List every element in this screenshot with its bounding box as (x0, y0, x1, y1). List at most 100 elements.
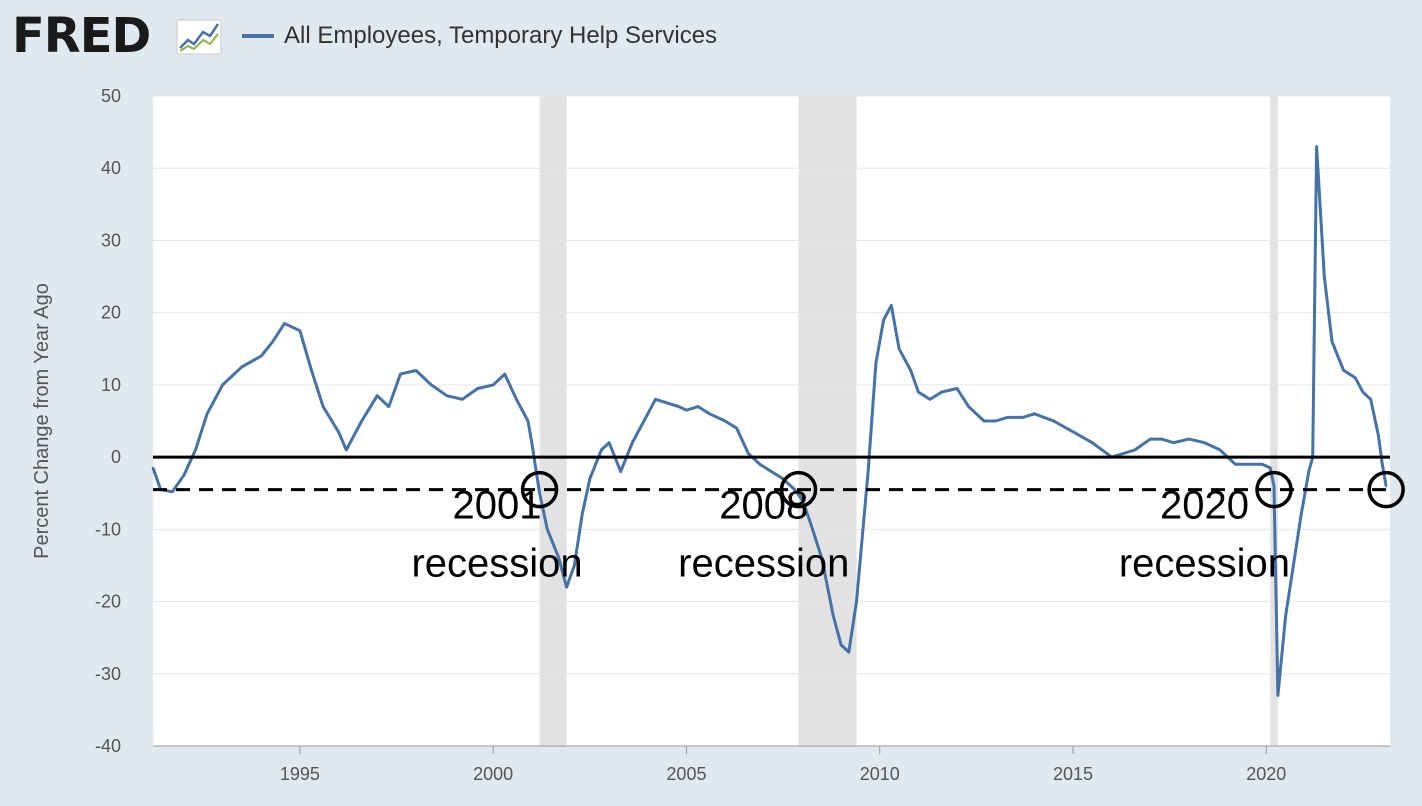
data-point (151, 466, 155, 470)
data-point (955, 387, 959, 390)
data-point (1330, 340, 1334, 343)
data-point (1122, 452, 1125, 455)
fred-logo[interactable]: FRED (12, 8, 151, 64)
data-point (1315, 145, 1318, 148)
data-point (677, 405, 680, 408)
x-tick-label: 1995 (280, 764, 320, 784)
data-point (917, 390, 920, 394)
y-tick-label: -20 (95, 592, 121, 612)
data-point (1292, 564, 1295, 567)
data-point (182, 473, 186, 477)
data-point (1354, 376, 1357, 379)
plot-area (153, 96, 1390, 746)
data-point (476, 387, 479, 390)
data-point (205, 412, 209, 415)
data-point (646, 412, 649, 415)
data-point (1071, 430, 1075, 434)
data-point (1006, 416, 1009, 419)
data-point (685, 408, 688, 412)
data-point (1203, 441, 1206, 444)
data-point (607, 441, 611, 444)
data-point (387, 405, 391, 408)
data-point (171, 490, 174, 493)
data-point (1323, 275, 1326, 278)
data-point (735, 427, 738, 430)
recession-annotation: 2008 (719, 484, 808, 528)
x-tick-label: 2000 (473, 764, 513, 784)
recession-band (1270, 96, 1278, 746)
data-point (1369, 398, 1372, 401)
data-point (1091, 441, 1094, 444)
y-tick-label: -10 (95, 519, 121, 539)
data-point (1276, 694, 1280, 697)
data-point (940, 390, 943, 394)
recession-annotation: recession (678, 542, 849, 586)
data-point (890, 304, 893, 307)
data-point (897, 347, 901, 350)
data-point (573, 564, 576, 567)
y-tick-label: 0 (111, 447, 121, 467)
data-point (793, 488, 796, 491)
data-point (801, 499, 804, 502)
data-point (445, 394, 448, 397)
data-point (588, 477, 592, 480)
data-point (820, 557, 823, 560)
chart-legend[interactable]: All Employees, Temporary Help Services (242, 22, 717, 50)
data-point (526, 419, 530, 423)
data-point (414, 369, 418, 372)
data-point (808, 520, 812, 524)
data-point (546, 528, 549, 531)
data-point (1133, 448, 1137, 452)
data-point (832, 614, 835, 618)
legend-swatch (242, 34, 274, 38)
y-tick-label: -40 (95, 736, 121, 756)
data-point (1234, 463, 1237, 466)
chart-header: FRED All Employees, Temporary Help Servi… (0, 0, 1422, 80)
data-point (310, 369, 313, 372)
data-point (1160, 437, 1164, 441)
annotation-circle (1255, 470, 1293, 509)
data-point (1249, 463, 1253, 466)
data-point (967, 405, 970, 408)
data-point (1384, 484, 1388, 488)
recession-annotation: recession (411, 542, 582, 586)
data-point (1284, 614, 1287, 618)
data-point (1218, 448, 1222, 452)
recession-band (539, 96, 567, 746)
x-tick-label: 2005 (666, 764, 706, 784)
data-point (530, 441, 534, 444)
data-point (461, 398, 464, 401)
data-point (260, 354, 263, 358)
legend-label: All Employees, Temporary Help Services (284, 22, 718, 49)
y-tick-label: 20 (101, 303, 121, 323)
data-point (221, 383, 224, 387)
recession-annotation: 2020 (1160, 484, 1249, 528)
fred-chart-icon (176, 19, 222, 55)
data-point (874, 362, 878, 365)
data-point (631, 441, 634, 444)
y-tick-label: 30 (101, 230, 121, 250)
data-point (1172, 441, 1175, 444)
data-point (1261, 463, 1264, 466)
data-point (654, 398, 657, 401)
y-tick-label: -30 (95, 664, 121, 684)
data-point (1307, 470, 1311, 473)
data-point (909, 369, 912, 372)
data-point (839, 643, 843, 647)
data-point (747, 452, 750, 455)
data-point (1342, 369, 1345, 372)
data-point (696, 405, 700, 408)
data-point (337, 430, 340, 434)
y-tick-label: 40 (101, 158, 121, 178)
annotation-circle (520, 470, 559, 509)
data-point (1052, 419, 1055, 423)
data-point (515, 398, 518, 401)
data-point (1272, 484, 1276, 488)
data-point (758, 463, 762, 466)
data-point (399, 372, 402, 376)
x-tick-label: 2015 (1053, 764, 1093, 784)
x-tick-label: 2010 (860, 764, 900, 784)
data-point (928, 398, 932, 401)
data-point (345, 448, 348, 452)
